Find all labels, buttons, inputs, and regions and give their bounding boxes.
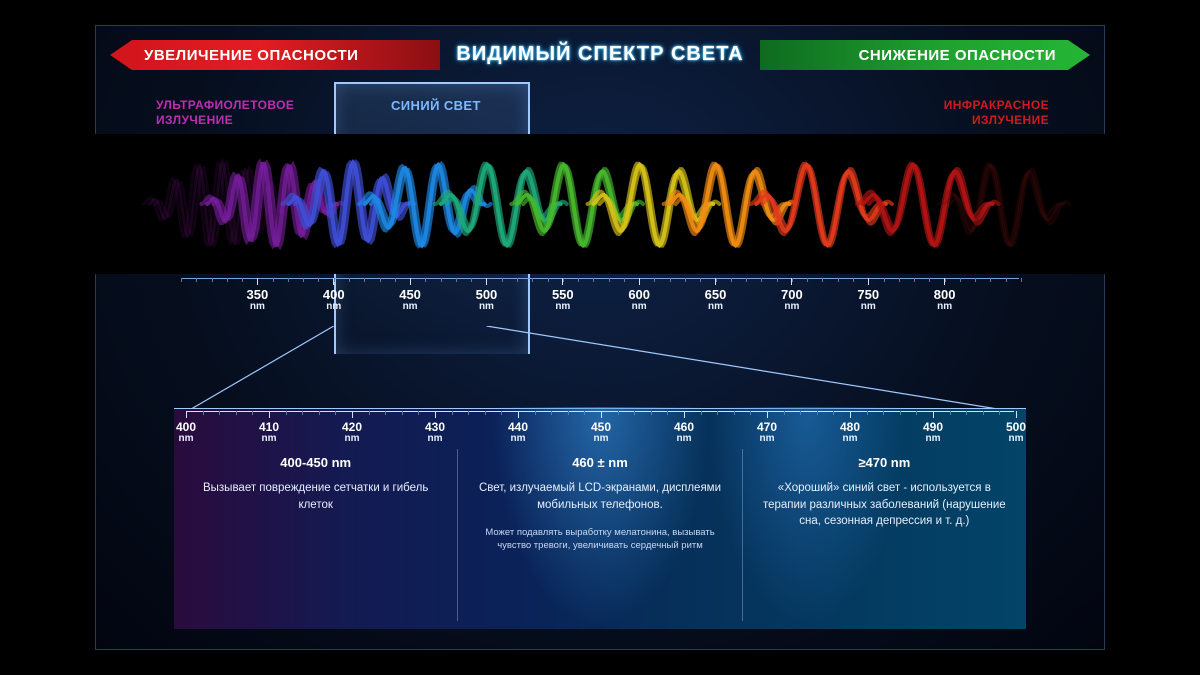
zoom-connector-lines (96, 326, 1106, 412)
axis-tick: 700nm (772, 278, 812, 312)
blue-light-detail-panel: 400nm410nm420nm430nm440nm450nm460nm470nm… (174, 408, 1026, 629)
axis-tick: 470nm (747, 411, 787, 444)
axis-tick: 800nm (925, 278, 965, 312)
column-range: ≥470 nm (761, 455, 1008, 470)
wavelength-axis-main: 350nm 400nm 450nm 500nm 550nm 600nm 650nm 700nm… (181, 278, 1019, 318)
axis-tick: 400nm (314, 278, 354, 312)
diagram-title: ВИДИМЫЙ СПЕКТР СВЕТА (456, 43, 743, 66)
blue-light-label: СИНИЙ СВЕТ (391, 98, 481, 114)
danger-increase-arrow: УВЕЛИЧЕНИЕ ОПАСНОСТИ (110, 40, 440, 70)
axis-tick: 460nm (664, 411, 704, 444)
danger-decrease-arrow: СНИЖЕНИЕ ОПАСНОСТИ (760, 40, 1090, 70)
spectrum-waves (56, 134, 1144, 274)
detail-column: 460 ± nm Свет, излучаемый LCD-экранами, д… (457, 449, 741, 621)
axis-tick: 400nm (166, 411, 206, 444)
axis-tick: 490nm (913, 411, 953, 444)
axis-tick: 440nm (498, 411, 538, 444)
axis-tick: 430nm (415, 411, 455, 444)
axis-tick: 500nm (466, 278, 506, 312)
detail-column: 400-450 nm Вызывает повреждение сетчатки … (174, 449, 457, 621)
axis-tick: 750nm (848, 278, 888, 312)
column-body: «Хороший» синий свет - используется в те… (761, 480, 1008, 530)
axis-tick: 500nm (996, 411, 1036, 444)
column-footer: Может подавлять выработку мелатонина, вы… (476, 527, 723, 553)
axis-tick: 600nm (619, 278, 659, 312)
ir-label: ИНФРАКРАСНОЕИЗЛУЧЕНИЕ (944, 98, 1049, 128)
spectrum-diagram: УВЕЛИЧЕНИЕ ОПАСНОСТИ ВИДИМЫЙ СПЕКТР СВЕТ… (95, 25, 1105, 650)
column-body: Свет, излучаемый LCD-экранами, дисплеями… (476, 480, 723, 513)
uv-label: УЛЬТРАФИОЛЕТОВОЕИЗЛУЧЕНИЕ (156, 98, 294, 128)
column-range: 460 ± nm (476, 455, 723, 470)
detail-column: ≥470 nm «Хороший» синий свет - использует… (742, 449, 1026, 621)
header-row: УВЕЛИЧЕНИЕ ОПАСНОСТИ ВИДИМЫЙ СПЕКТР СВЕТ… (96, 40, 1104, 76)
axis-tick: 350nm (237, 278, 277, 312)
axis-tick: 450nm (581, 411, 621, 444)
axis-tick: 450nm (390, 278, 430, 312)
axis-tick: 420nm (332, 411, 372, 444)
column-body: Вызывает повреждение сетчатки и гибель к… (192, 480, 439, 513)
wavelength-axis-detail: 400nm410nm420nm430nm440nm450nm460nm470nm… (186, 411, 1014, 445)
spectrum-band (56, 134, 1144, 274)
axis-tick: 480nm (830, 411, 870, 444)
column-range: 400-450 nm (192, 455, 439, 470)
axis-tick: 650nm (696, 278, 736, 312)
axis-tick: 410nm (249, 411, 289, 444)
axis-tick: 550nm (543, 278, 583, 312)
